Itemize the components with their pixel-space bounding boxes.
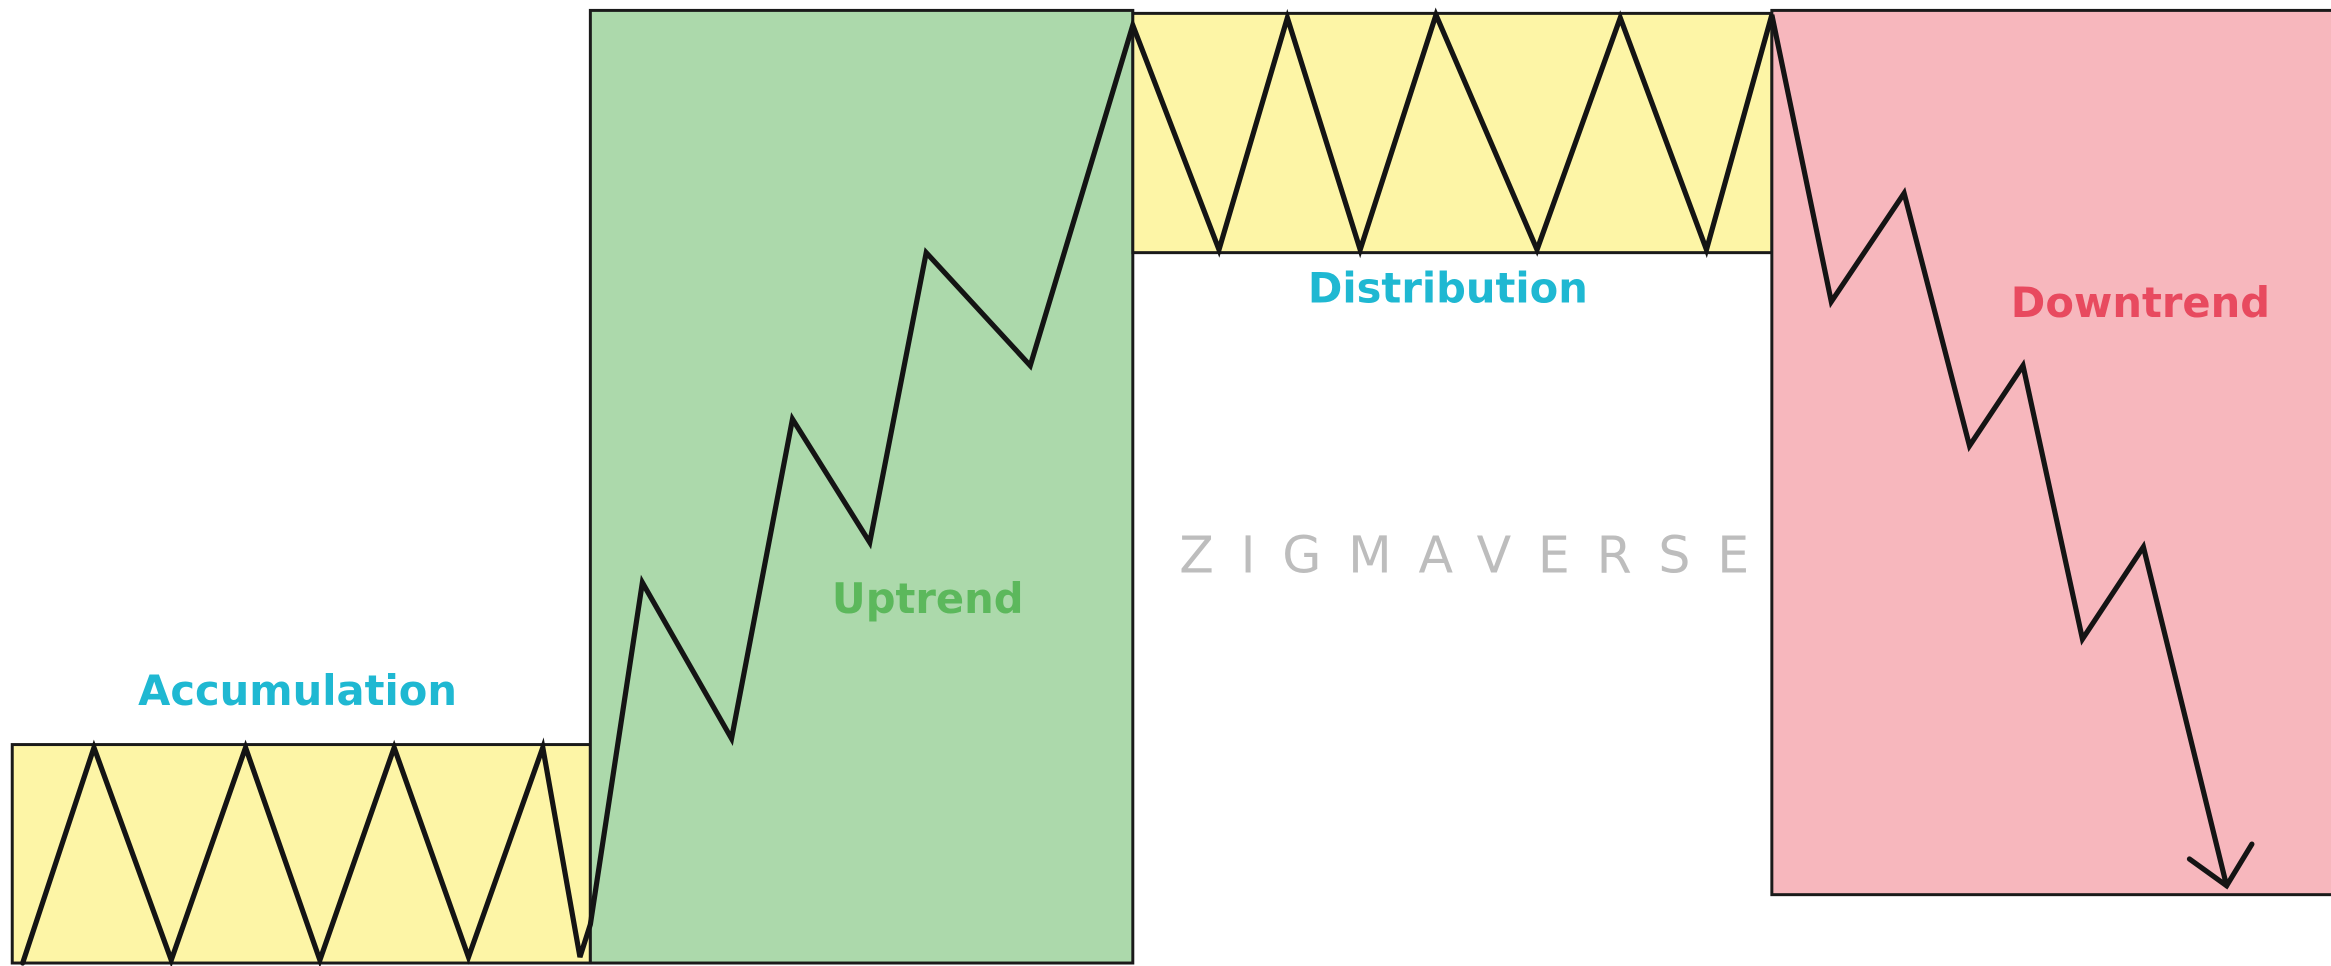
uptrend-zone bbox=[588, 8, 1135, 965]
price-path bbox=[20, 7, 2230, 966]
distribution-label: Distribution bbox=[1308, 263, 1588, 312]
downtrend-label: Downtrend bbox=[2011, 278, 2270, 327]
arrow-head bbox=[2186, 841, 2255, 890]
uptrend-label: Uptrend bbox=[832, 574, 1024, 623]
watermark: ZIGMAVERSE bbox=[1179, 525, 1776, 584]
accumulation-label: Accumulation bbox=[138, 666, 457, 715]
downtrend-zone bbox=[1770, 8, 2331, 897]
